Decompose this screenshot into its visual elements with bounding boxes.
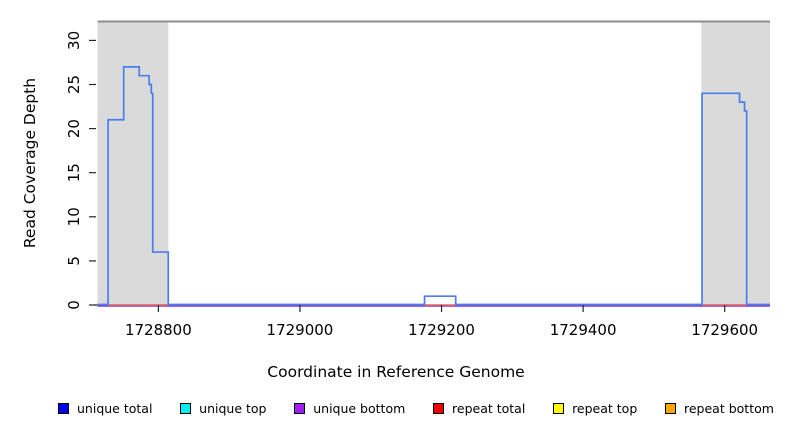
unique-bottom-swatch-icon (294, 403, 306, 414)
legend-label: repeat total (452, 401, 526, 416)
x-tick-label: 1729200 (408, 321, 475, 339)
legend: unique total unique top unique bottom re… (58, 401, 774, 416)
y-tick-label: 10 (65, 207, 83, 226)
x-axis-title: Coordinate in Reference Genome (0, 363, 792, 381)
legend-label: unique top (199, 401, 267, 416)
repeat-region-shading (97, 21, 169, 305)
y-tick-label: 0 (65, 300, 83, 310)
y-axis-title: Read Coverage Depth (21, 77, 39, 249)
legend-item-repeat-total: repeat total (433, 401, 525, 416)
unique-top-swatch-icon (180, 403, 192, 414)
x-axis-title-text: Coordinate in Reference Genome (267, 363, 525, 381)
repeat-region-shading (701, 21, 770, 305)
y-tick-label: 30 (65, 31, 83, 50)
y-tick-label: 25 (65, 75, 83, 94)
x-tick-label: 1729600 (691, 321, 758, 339)
legend-label: unique bottom (313, 401, 406, 416)
x-tick-label: 1729400 (550, 321, 617, 339)
legend-item-repeat-bottom: repeat bottom (665, 401, 774, 416)
legend-item-unique-total: unique total (58, 401, 152, 416)
y-tick-label: 5 (65, 256, 83, 266)
legend-label: unique total (77, 401, 153, 416)
y-tick-label: 20 (65, 119, 83, 138)
x-tick-label: 1728800 (125, 321, 192, 339)
legend-label: repeat bottom (684, 401, 774, 416)
repeat-bottom-swatch-icon (665, 403, 676, 414)
unique-total-swatch-icon (58, 403, 69, 414)
y-tick-label: 15 (65, 163, 83, 182)
legend-item-unique-bottom: unique bottom (294, 401, 405, 416)
repeat-top-swatch-icon (553, 403, 565, 414)
legend-item-repeat-top: repeat top (553, 401, 637, 416)
legend-item-unique-top: unique top (180, 401, 266, 416)
unique-total-step-line (97, 66, 770, 306)
legend-label: repeat top (572, 401, 638, 416)
coverage-plot-canvas: 1728800 1729000 1729200 1729400 1729600 0 5 10 1… (65, 20, 770, 339)
repeat-total-swatch-icon (433, 403, 445, 414)
x-tick-label: 1729000 (267, 321, 334, 339)
